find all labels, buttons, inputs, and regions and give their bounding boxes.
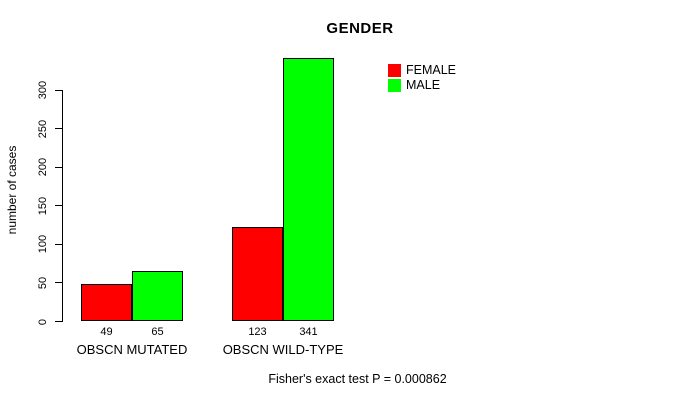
bar-value-label: 49 xyxy=(100,326,113,338)
y-axis-tick-label: 0 xyxy=(37,318,49,325)
legend-label-male: MALE xyxy=(406,78,441,92)
y-axis-tick xyxy=(54,321,62,322)
y-axis-tick xyxy=(54,89,62,91)
bar-obscn-mutated-female xyxy=(81,283,132,322)
y-axis-tick xyxy=(54,282,62,284)
y-axis-tick-label: 200 xyxy=(37,157,49,177)
bar-value-label: 123 xyxy=(248,326,267,338)
y-axis-tick xyxy=(54,166,62,168)
y-axis-line xyxy=(61,90,63,322)
group-label-obscn-wild-type: OBSCN WILD-TYPE xyxy=(222,342,344,357)
bar-obscn-wild-type-female xyxy=(232,226,283,322)
male-color-swatch xyxy=(388,79,401,92)
y-axis-tick xyxy=(54,128,62,130)
female-color-swatch xyxy=(388,64,401,77)
y-axis-label: number of cases xyxy=(5,145,19,235)
chart-title: GENDER xyxy=(326,20,394,37)
y-axis-tick xyxy=(54,205,62,207)
y-axis-tick-label: 150 xyxy=(37,196,49,215)
bar-value-label: 65 xyxy=(151,326,164,338)
legend: FEMALE MALE xyxy=(388,63,456,93)
group-label-obscn-mutated: OBSCN MUTATED xyxy=(76,342,188,357)
legend-label-female: FEMALE xyxy=(406,63,457,77)
annotation-text: Fisher's exact test P = 0.000862 xyxy=(268,372,447,386)
bar-obscn-mutated-male xyxy=(132,271,183,322)
legend-item-female: FEMALE xyxy=(388,63,456,78)
y-axis-tick-label: 300 xyxy=(37,80,49,100)
bar-value-label: 341 xyxy=(299,326,318,338)
y-axis-tick-label: 100 xyxy=(37,235,49,254)
y-axis-tick xyxy=(54,243,62,245)
bar-obscn-wild-type-male xyxy=(283,58,334,322)
legend-item-male: MALE xyxy=(388,78,456,93)
y-axis-tick-label: 50 xyxy=(37,276,49,290)
y-axis-tick-label: 250 xyxy=(37,119,49,138)
